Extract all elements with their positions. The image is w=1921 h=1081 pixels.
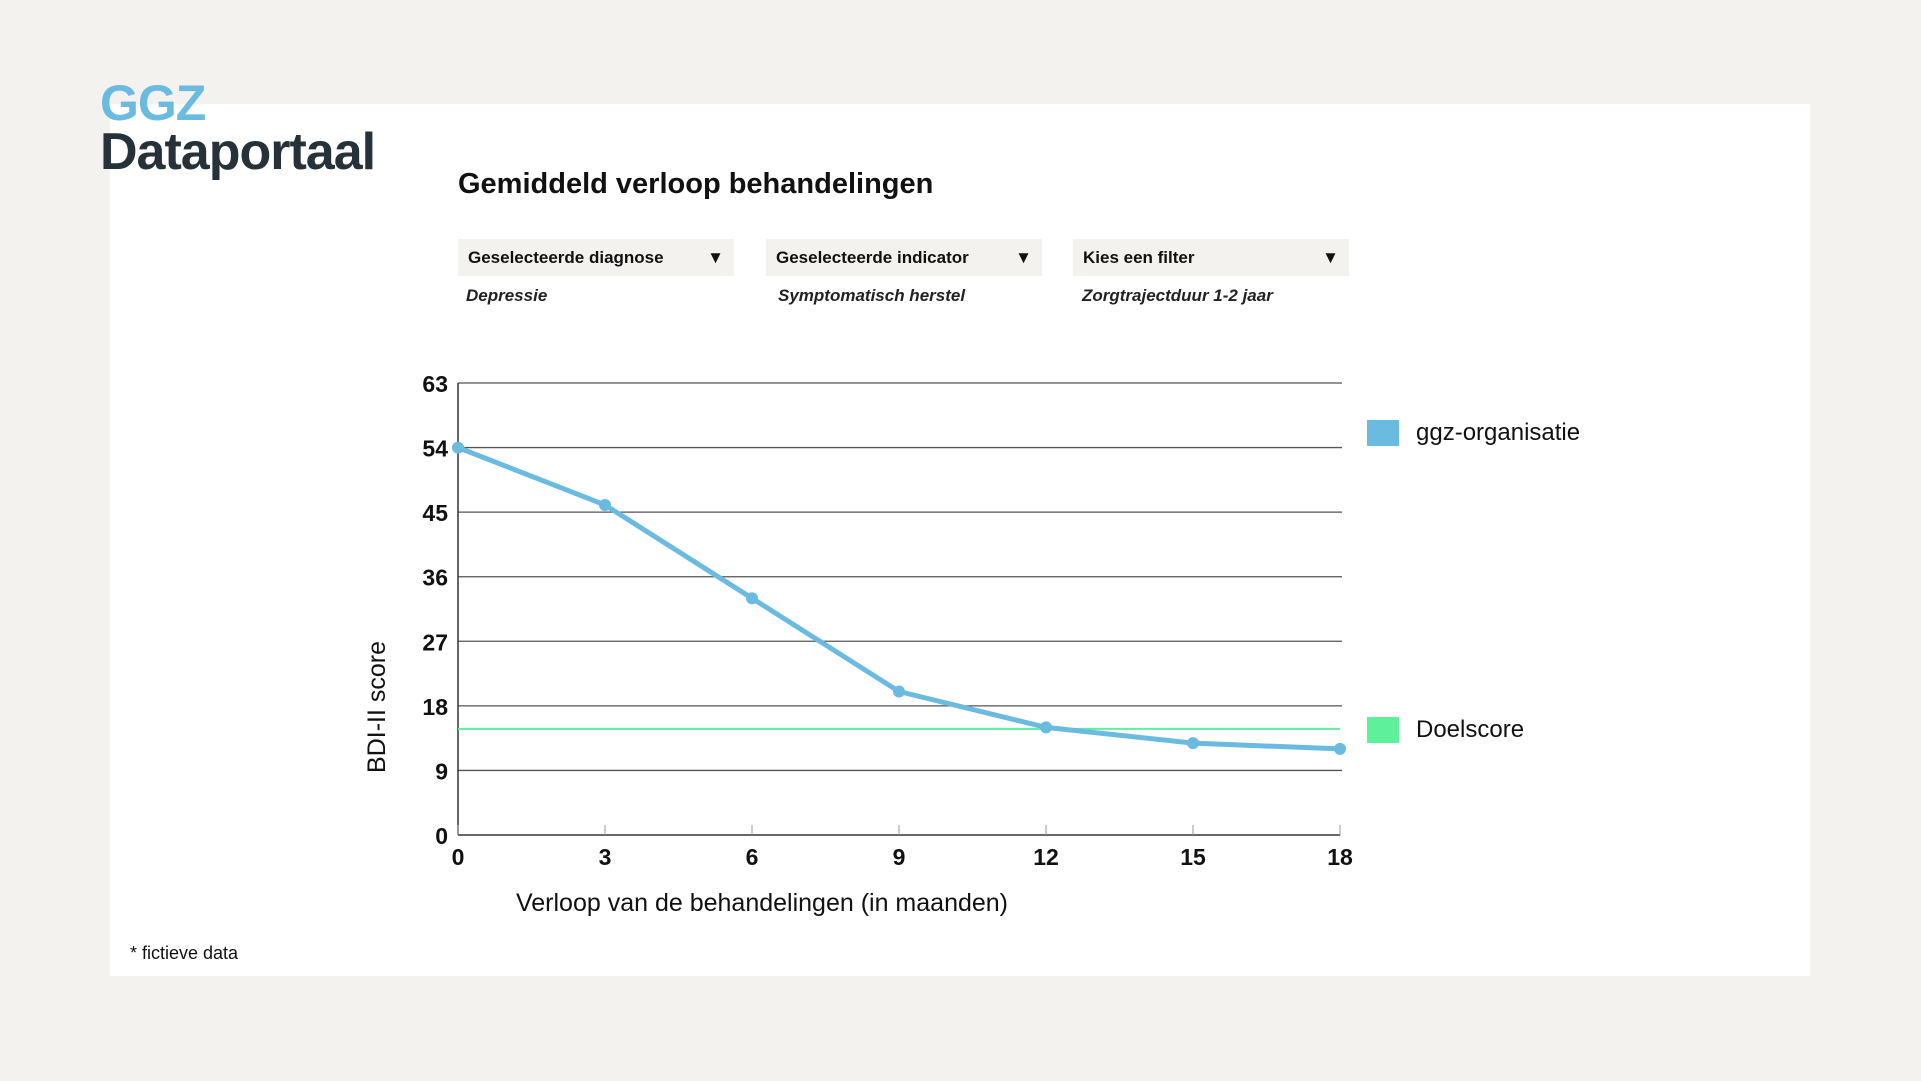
data-point — [893, 685, 905, 698]
y-tick-label: 0 — [435, 823, 448, 849]
y-tick-label: 9 — [435, 758, 448, 784]
legend-swatch — [1367, 420, 1399, 446]
logo-dataportaal: Dataportaal — [100, 123, 376, 181]
x-tick-label: 6 — [746, 844, 759, 870]
data-point — [746, 592, 758, 605]
data-point — [1040, 721, 1052, 734]
triangle-down-icon: ▼ — [1015, 247, 1032, 267]
y-tick-label: 27 — [422, 629, 448, 655]
legend-label: ggz-organisatie — [1416, 419, 1581, 446]
filter-value: Zorgtrajectduur 1-2 jaar — [1082, 286, 1273, 305]
x-tick-label: 18 — [1327, 844, 1353, 870]
data-point — [452, 441, 464, 454]
dropdown-label: Kies een filter — [1083, 247, 1195, 267]
ggz-organisatie-line — [457, 445, 1341, 752]
legend-label: Doelscore — [1416, 716, 1525, 743]
x-tick-label: 0 — [452, 844, 465, 870]
y-tick-label: 63 — [422, 371, 448, 397]
footnote: * fictieve data — [130, 943, 239, 963]
dropdown-label: Geselecteerde diagnose — [468, 247, 664, 267]
legend-item-ggz-organisatie: ggz-organisatie — [1367, 419, 1580, 447]
y-tick-label: 18 — [422, 694, 448, 720]
x-tick-label: 3 — [599, 844, 612, 870]
x-tick-label: 15 — [1180, 844, 1206, 870]
legend-item-doelscore: Doelscore — [1367, 716, 1524, 744]
x-axis-label: Verloop van de behandelingen (in maanden… — [516, 889, 1008, 917]
diagnose-dropdown[interactable]: Geselecteerde diagnose ▼ — [458, 239, 734, 276]
legend-swatch — [1367, 717, 1399, 743]
y-axis-label: BDI-II score — [363, 641, 391, 773]
logo: GGZ Dataportaal — [100, 75, 376, 181]
page-title: Gemiddeld verloop behandelingen — [458, 168, 934, 200]
x-tick-label: 12 — [1033, 844, 1059, 870]
indicator-dropdown[interactable]: Geselecteerde indicator ▼ — [766, 239, 1042, 276]
logo-ggz: GGZ — [100, 75, 206, 131]
triangle-down-icon: ▼ — [707, 247, 724, 267]
y-tick-label: 45 — [422, 500, 448, 526]
data-point — [1334, 742, 1346, 755]
data-point — [599, 498, 611, 511]
diagnose-value: Depressie — [466, 286, 548, 305]
indicator-value: Symptomatisch herstel — [778, 286, 966, 305]
filter-dropdown[interactable]: Kies een filter ▼ — [1073, 239, 1349, 276]
dropdown-label: Geselecteerde indicator — [776, 247, 969, 267]
y-tick-label: 36 — [422, 565, 448, 591]
y-tick-label: 54 — [422, 436, 448, 462]
x-tick-label: 9 — [893, 844, 906, 870]
data-point — [1187, 737, 1199, 750]
triangle-down-icon: ▼ — [1322, 247, 1339, 267]
